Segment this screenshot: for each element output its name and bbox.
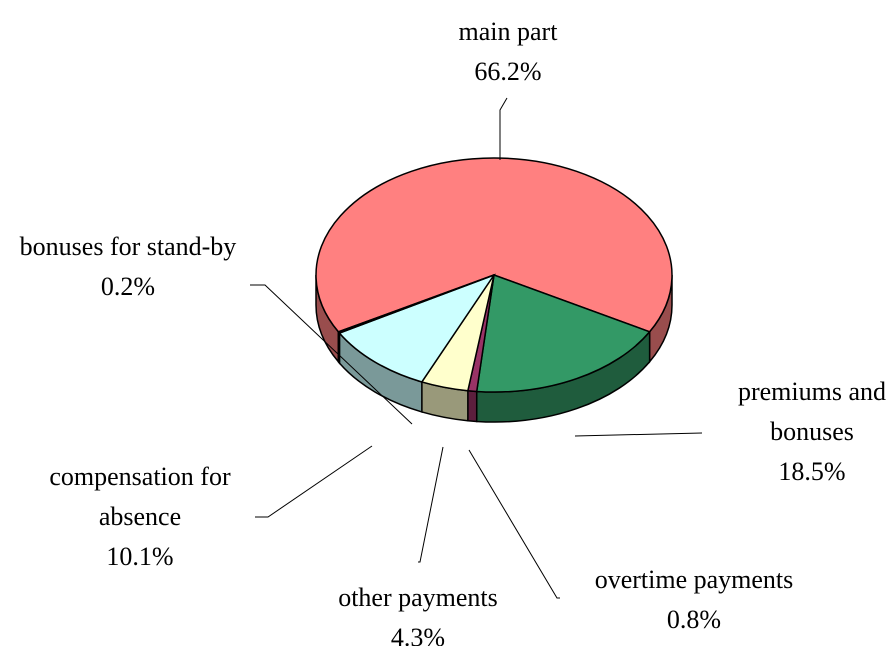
pie-slice bbox=[338, 273, 496, 383]
leader-line bbox=[574, 432, 703, 437]
data-label: bonuses for stand-by 0.2% bbox=[6, 227, 251, 307]
leader-line bbox=[250, 284, 413, 425]
pie-slice-side bbox=[467, 389, 478, 423]
label-value: 0.8% bbox=[666, 605, 722, 634]
data-label: premiums and bonuses 18.5% bbox=[712, 372, 893, 492]
label-value: 0.2% bbox=[100, 272, 156, 301]
label-value: 66.2% bbox=[474, 57, 542, 86]
leader-line bbox=[499, 97, 508, 160]
data-label: overtime payments 0.8% bbox=[544, 560, 844, 640]
label-value: 4.3% bbox=[390, 623, 446, 646]
label-name: other payments bbox=[338, 583, 498, 612]
label-name: main part bbox=[458, 17, 558, 46]
pie-slice bbox=[475, 273, 651, 393]
data-label: main part 66.2% bbox=[358, 12, 658, 92]
label-value: 10.1% bbox=[106, 542, 174, 571]
label-name: premiums and bonuses bbox=[737, 377, 887, 446]
pie-slice bbox=[315, 157, 673, 333]
label-name: overtime payments bbox=[594, 565, 794, 594]
leader-line bbox=[418, 446, 444, 563]
data-label: other payments 4.3% bbox=[288, 578, 548, 646]
leader-line bbox=[255, 445, 373, 518]
pie-slice-side bbox=[337, 329, 341, 366]
pie-slice bbox=[337, 274, 495, 334]
data-label: compensation for absence 10.1% bbox=[15, 457, 265, 577]
leader-lines bbox=[250, 97, 703, 599]
label-name: bonuses for stand-by bbox=[19, 232, 237, 261]
label-name: compensation for absence bbox=[49, 462, 231, 531]
label-value: 18.5% bbox=[778, 457, 846, 486]
leader-line bbox=[468, 449, 560, 599]
